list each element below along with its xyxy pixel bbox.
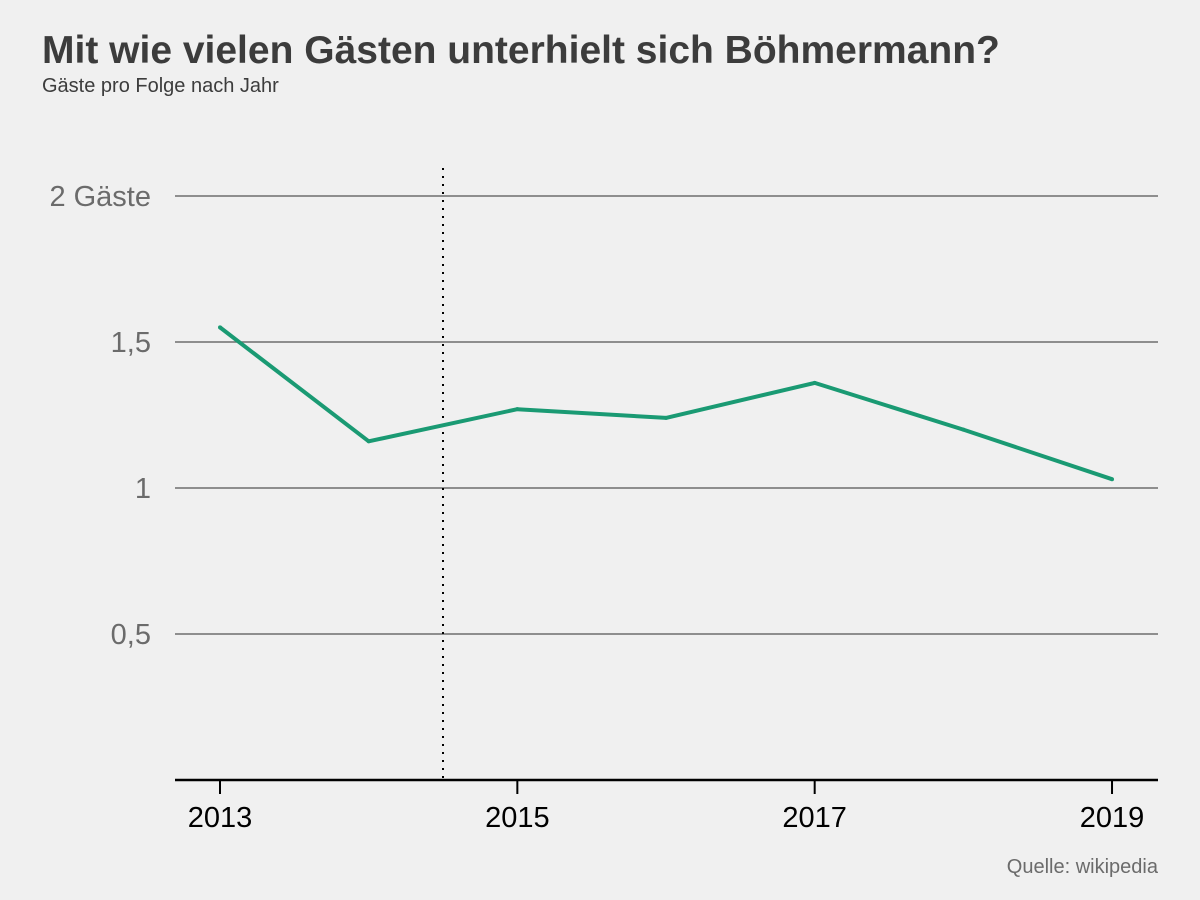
data-point xyxy=(961,427,966,432)
source-note: Quelle: wikipedia xyxy=(1006,856,1158,878)
data-point xyxy=(366,439,371,444)
x-tick-label: 2019 xyxy=(1080,802,1145,834)
x-tick-label: 2017 xyxy=(782,802,847,834)
data-point xyxy=(515,407,520,412)
chart-subtitle: Gäste pro Folge nach Jahr xyxy=(42,75,279,97)
chart-title: Mit wie vielen Gästen unterhielt sich Bö… xyxy=(42,29,1000,72)
x-tick-label: 2015 xyxy=(485,802,550,834)
data-point xyxy=(812,380,817,385)
gridlines xyxy=(175,195,1158,635)
x-axis xyxy=(175,778,1158,794)
data-point xyxy=(1110,477,1115,482)
x-tick-label: 2013 xyxy=(188,802,253,834)
data-point xyxy=(664,415,669,420)
series-layer xyxy=(218,325,1115,482)
data-point xyxy=(218,325,222,330)
tick-labels: 0,5 1 1,5 2 Gäste 2013 2015 2017 2019 xyxy=(49,181,1144,834)
series-line xyxy=(218,325,1113,482)
y-tick-label: 1,5 xyxy=(111,327,151,359)
y-tick-label: 0,5 xyxy=(111,619,151,651)
y-tick-label: 1 xyxy=(135,473,151,505)
y-tick-label: 2 Gäste xyxy=(49,181,151,213)
